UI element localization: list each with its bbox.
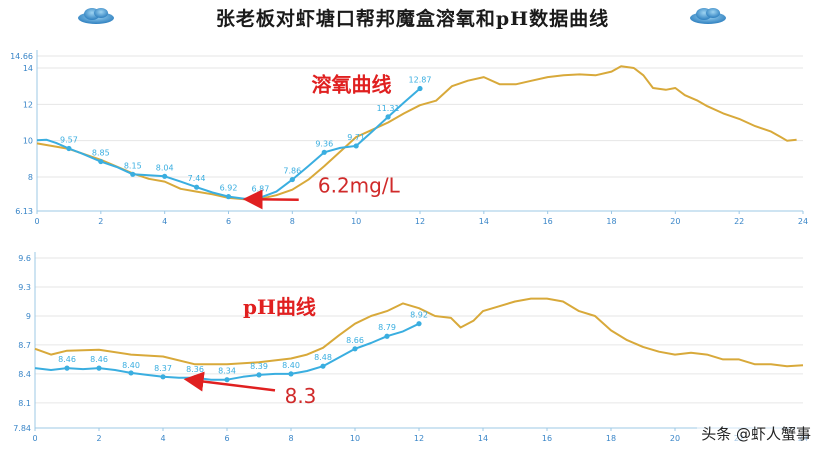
- page-title: 张老板对虾塘口帮邦魔盒溶氧和pH数据曲线: [215, 8, 610, 30]
- data-label: 8.46: [90, 355, 108, 364]
- x-tick-label: 16: [542, 434, 552, 443]
- data-label: 8.15: [124, 161, 142, 170]
- x-tick-label: 20: [670, 434, 680, 443]
- data-label: 8.46: [58, 355, 76, 364]
- data-label: 8.04: [156, 163, 174, 172]
- x-tick-label: 16: [543, 217, 553, 226]
- y-tick-label: 14.66: [10, 52, 33, 61]
- y-tick-label: 8.4: [18, 370, 31, 379]
- data-point: [385, 114, 391, 120]
- data-point: [96, 365, 102, 371]
- data-point: [193, 184, 200, 190]
- x-tick-label: 24: [798, 217, 808, 226]
- y-tick-label: 7.84: [13, 424, 31, 433]
- cloud-icon: [78, 8, 114, 24]
- x-tick-label: 8: [290, 217, 295, 226]
- data-label: 12.87: [409, 76, 432, 85]
- data-point: [288, 371, 294, 377]
- x-tick-label: 2: [96, 434, 101, 443]
- annotation-text: pH曲线: [243, 295, 316, 319]
- data-label: 8.92: [410, 311, 428, 320]
- y-tick-label: 8.1: [18, 399, 31, 408]
- data-point: [352, 346, 358, 352]
- data-point: [162, 173, 168, 179]
- data-label: 9.36: [315, 139, 333, 148]
- x-tick-label: 2: [98, 217, 103, 226]
- x-tick-label: 0: [34, 217, 39, 226]
- y-tick-label: 10: [23, 137, 33, 146]
- data-label: 9.57: [60, 135, 78, 144]
- y-tick-label: 12: [23, 100, 33, 109]
- data-label: 7.86: [283, 167, 301, 176]
- data-label: 8.34: [218, 367, 236, 376]
- data-label: 8.39: [250, 362, 268, 371]
- data-label: 11.31: [377, 104, 400, 113]
- cloud-icon: [690, 8, 726, 24]
- x-tick-label: 20: [670, 217, 680, 226]
- data-label: 6.87: [252, 185, 270, 194]
- annotation-arrow: [183, 371, 276, 392]
- data-point: [224, 377, 230, 383]
- data-label: 8.40: [282, 361, 300, 370]
- data-label: 8.37: [154, 364, 172, 373]
- data-point: [225, 194, 232, 200]
- data-point: [66, 145, 72, 152]
- y-tick-label: 6.13: [15, 207, 33, 216]
- data-point: [321, 149, 327, 155]
- x-tick-label: 10: [350, 434, 360, 443]
- y-tick-label: 9.6: [18, 254, 31, 263]
- x-tick-label: 6: [224, 434, 229, 443]
- data-label: 7.44: [188, 174, 206, 183]
- annotation-arrow: [242, 189, 299, 210]
- data-point: [130, 171, 136, 177]
- x-tick-label: 4: [162, 217, 167, 226]
- y-tick-label: 8: [28, 173, 33, 182]
- data-label: 8.79: [378, 323, 396, 332]
- data-point: [128, 370, 134, 376]
- annotation-text: 8.3: [285, 384, 317, 408]
- data-label: 6.92: [220, 184, 238, 193]
- x-tick-label: 0: [32, 434, 37, 443]
- ph-chart: 7.848.18.48.799.39.602468101214161820222…: [13, 252, 808, 443]
- data-point: [256, 372, 262, 378]
- data-point: [353, 143, 359, 149]
- data-label: 8.40: [122, 361, 140, 370]
- data-point: [320, 363, 326, 369]
- y-tick-label: 9: [26, 312, 31, 321]
- x-tick-label: 14: [479, 217, 489, 226]
- annotation-text: 6.2mg/L: [318, 173, 401, 197]
- y-tick-label: 14: [23, 64, 33, 73]
- series-line: [34, 297, 804, 368]
- x-tick-label: 18: [606, 217, 616, 226]
- annotation-text: 溶氧曲线: [311, 73, 391, 97]
- series-line: [36, 87, 421, 200]
- x-tick-label: 10: [351, 217, 361, 226]
- x-tick-label: 14: [478, 434, 488, 443]
- x-tick-label: 22: [734, 217, 744, 226]
- x-tick-label: 18: [606, 434, 616, 443]
- data-point: [416, 321, 422, 327]
- data-point: [417, 85, 423, 92]
- data-point: [289, 176, 295, 183]
- y-tick-label: 8.7: [18, 341, 31, 350]
- data-label: 8.48: [314, 353, 332, 362]
- data-point: [160, 374, 166, 380]
- data-label: 8.36: [186, 365, 204, 374]
- data-label: 8.66: [346, 336, 364, 345]
- data-label: 8.85: [92, 149, 110, 158]
- watermark: 头条 @虾人蟹事: [697, 422, 815, 445]
- series-line: [36, 65, 797, 201]
- x-tick-label: 12: [415, 217, 425, 226]
- data-label: 9.71: [347, 133, 365, 142]
- x-tick-label: 4: [160, 434, 165, 443]
- data-point: [64, 365, 70, 371]
- x-tick-label: 8: [288, 434, 293, 443]
- x-tick-label: 12: [414, 434, 424, 443]
- data-point: [98, 158, 104, 165]
- y-tick-label: 9.3: [18, 283, 31, 292]
- x-tick-label: 6: [226, 217, 231, 226]
- data-point: [384, 333, 390, 339]
